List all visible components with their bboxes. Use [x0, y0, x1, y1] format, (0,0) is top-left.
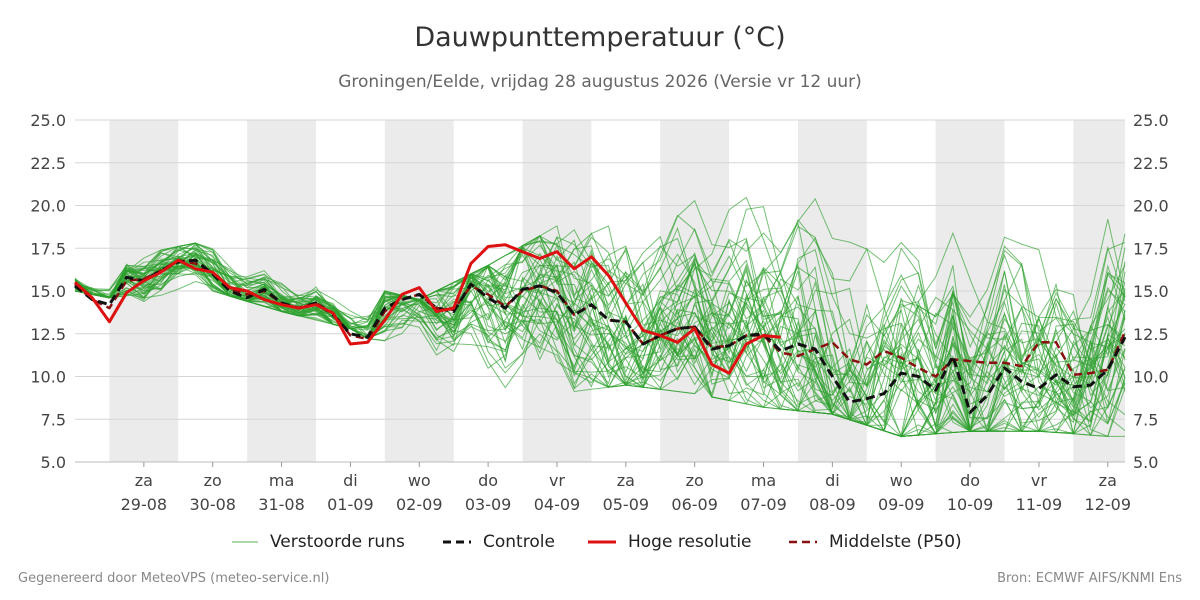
legend-label: Verstoorde runs [270, 532, 405, 552]
x-tick-day: zo [686, 471, 704, 490]
y-axis-left: 5.0 7.5 10.0 12.5 15.0 17.5 20.0 22.5 25.0 [30, 111, 66, 472]
x-tick-date: 08-09 [809, 495, 856, 514]
legend-label: Hoge resolutie [628, 532, 752, 552]
x-axis: za 29-08 zo 30-08 ma 31-08 di 01-09 wo 02-09 do 03-… [75, 461, 1132, 514]
legend-item-hoge-resolutie: Hoge resolutie [588, 529, 752, 555]
chart-subtitle: Groningen/Eelde, vrijdag 28 augustus 202… [338, 72, 862, 92]
x-tick-day: vr [549, 471, 565, 490]
y-tick-label: 15.0 [30, 282, 66, 301]
y-tick-label: 15.0 [1133, 282, 1169, 301]
x-tick-day: zo [204, 471, 222, 490]
legend-label: Middelste (P50) [829, 532, 962, 552]
ensemble-member-line [74, 272, 1126, 434]
y-tick-label: 25.0 [30, 111, 66, 130]
x-tick-date: 31-08 [258, 495, 305, 514]
legend-swatch-thin-green [232, 541, 258, 543]
x-tick-day: di [343, 471, 358, 490]
y-tick-label: 5.0 [1133, 453, 1158, 472]
legend: Verstoorde runs Controle Hoge resolutie … [0, 529, 1200, 555]
y-tick-label: 7.5 [41, 410, 66, 429]
legend-swatch-black-dashed [443, 540, 471, 544]
y-tick-label: 22.5 [1133, 154, 1169, 173]
ensemble-member-line [74, 196, 1126, 432]
x-tick-date: 04-09 [534, 495, 581, 514]
main-series [73, 243, 1127, 414]
x-tick-date: 30-08 [189, 495, 236, 514]
y-tick-label: 5.0 [41, 453, 66, 472]
y-tick-label: 12.5 [1133, 325, 1169, 344]
x-tick-date: 29-08 [121, 495, 168, 514]
y-tick-label: 7.5 [1133, 410, 1158, 429]
ensemble-member-line [74, 257, 1126, 437]
x-tick-day: ma [751, 471, 776, 490]
ensemble-member-line [74, 241, 1126, 438]
footer-generated-by: Gegenereerd door MeteoVPS (meteo-service… [18, 571, 330, 586]
legend-swatch-darkred-dashed [789, 540, 817, 544]
ensemble-member-line [74, 235, 1126, 438]
legend-item-p50: Middelste (P50) [789, 529, 962, 555]
x-tick-day: do [960, 471, 980, 490]
x-tick-day: ma [269, 471, 294, 490]
x-tick-day: wo [890, 471, 913, 490]
x-tick-date: 05-09 [603, 495, 650, 514]
series-controle-line [74, 258, 1127, 414]
legend-item-controle: Controle [443, 529, 555, 555]
y-tick-label: 25.0 [1133, 111, 1169, 130]
legend-label: Controle [483, 532, 555, 552]
x-tick-day: za [135, 471, 153, 490]
y-tick-label: 10.0 [1133, 368, 1169, 387]
x-tick-day: za [1099, 471, 1117, 490]
x-tick-date: 12-09 [1085, 495, 1132, 514]
ensemble-member-line [74, 244, 1126, 415]
legend-item-verstoorde: Verstoorde runs [232, 529, 405, 555]
y-axis-right: 5.0 7.5 10.0 12.5 15.0 17.5 20.0 22.5 25.0 [1133, 111, 1169, 472]
x-tick-day: di [825, 471, 840, 490]
y-tick-label: 22.5 [30, 154, 66, 173]
x-tick-date: 11-09 [1016, 495, 1063, 514]
x-tick-day: wo [408, 471, 431, 490]
x-tick-date: 03-09 [465, 495, 512, 514]
x-tick-day: vr [1031, 471, 1047, 490]
y-tick-label: 12.5 [30, 325, 66, 344]
x-tick-date: 01-09 [327, 495, 374, 514]
ensemble-member-line [74, 243, 1126, 429]
x-tick-date: 02-09 [396, 495, 443, 514]
footer-source: Bron: ECMWF AIFS/KNMI Ens [997, 571, 1182, 586]
x-tick-day: za [617, 471, 635, 490]
ensemble-member-line [74, 236, 1126, 409]
x-tick-day: do [478, 471, 498, 490]
y-tick-label: 10.0 [30, 368, 66, 387]
series-hoge-resolutie-line [73, 243, 781, 375]
ensemble-member-line [74, 265, 1126, 432]
chart-title: Dauwpunttemperatuur (°C) [414, 22, 786, 53]
x-tick-date: 06-09 [671, 495, 718, 514]
y-tick-label: 17.5 [1133, 239, 1169, 258]
y-tick-label: 20.0 [1133, 197, 1169, 216]
y-tick-label: 20.0 [30, 197, 66, 216]
x-tick-date: 09-09 [878, 495, 925, 514]
y-tick-label: 17.5 [30, 239, 66, 258]
x-tick-date: 10-09 [947, 495, 994, 514]
legend-swatch-red [588, 540, 616, 544]
x-tick-date: 07-09 [740, 495, 787, 514]
